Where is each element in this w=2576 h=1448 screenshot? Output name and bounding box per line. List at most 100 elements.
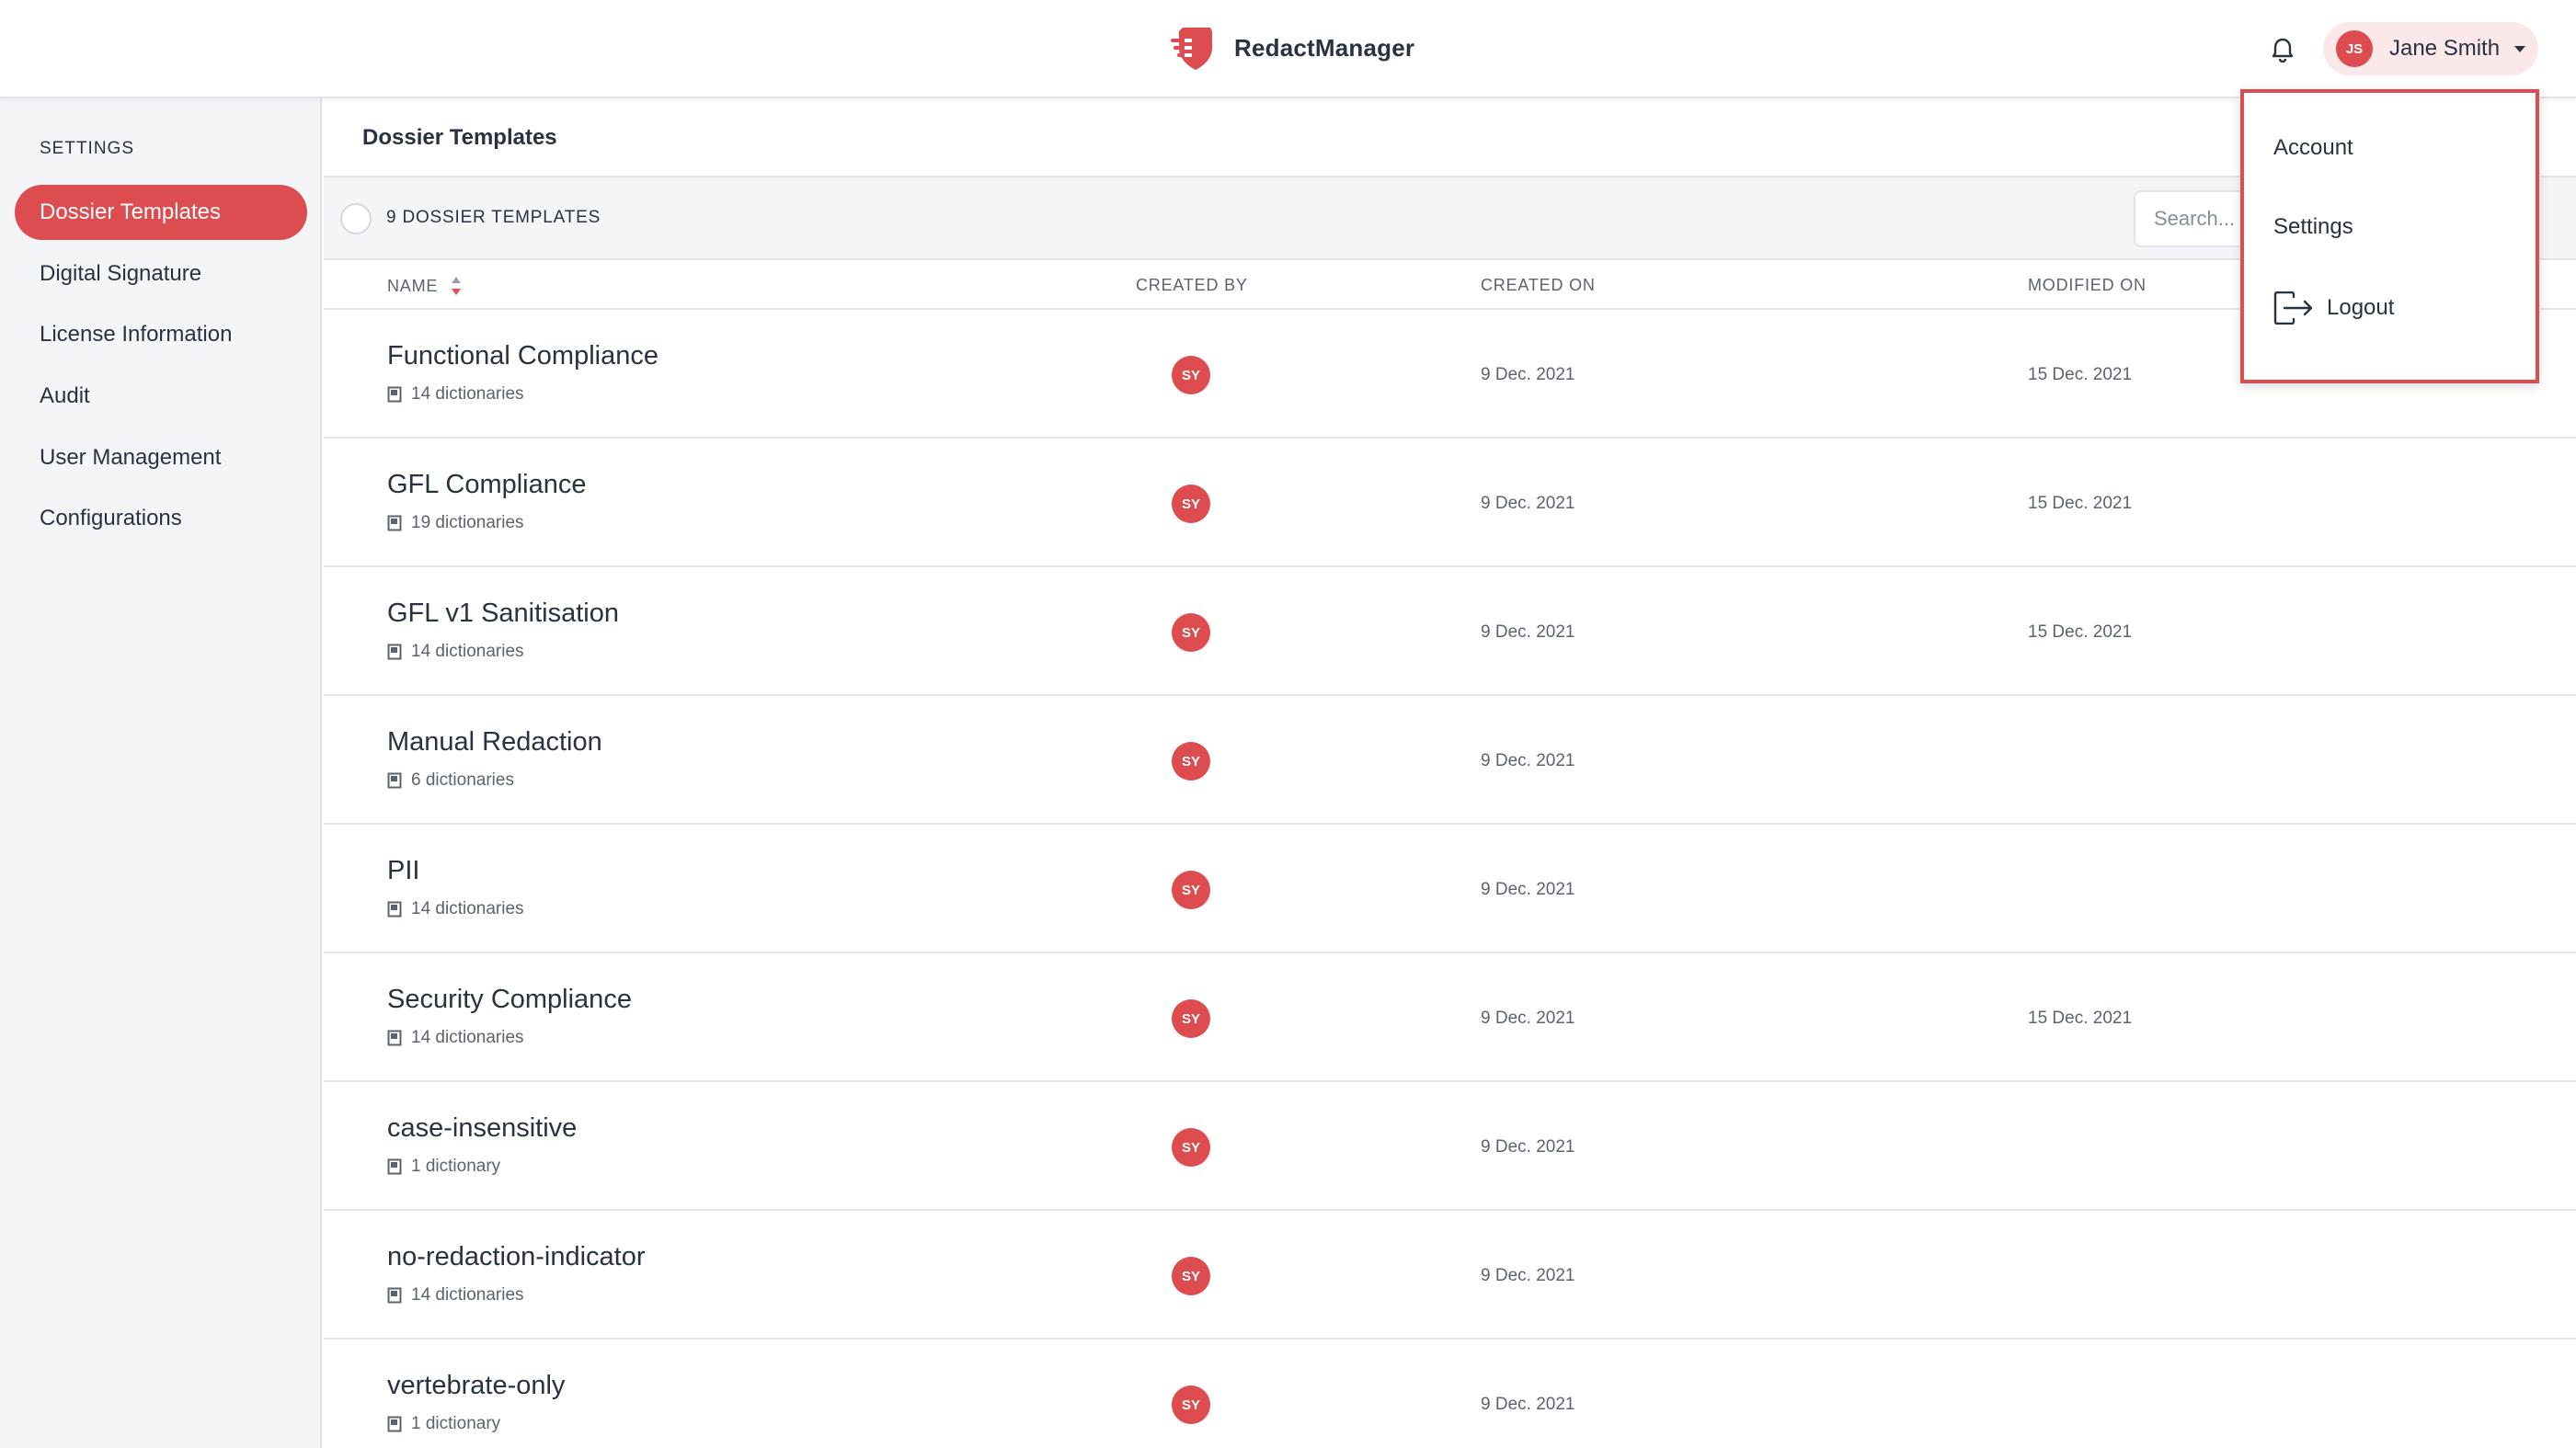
table-row[interactable]: GFL v1 Sanitisation 14 dictionaries SY 9…	[324, 567, 2576, 696]
table-row[interactable]: Functional Compliance 14 dictionaries SY…	[324, 310, 2576, 439]
column-header-created-on[interactable]: CREATED ON	[1481, 276, 1596, 294]
sidebar-item-digital-signature[interactable]: Digital Signature	[40, 261, 202, 286]
modified-on: 15 Dec. 2021	[2028, 494, 2133, 513]
brand[interactable]: RedactManager	[1170, 22, 1414, 74]
menu-item-account[interactable]: Account	[2273, 135, 2353, 160]
created-on: 9 Dec. 2021	[1481, 1395, 1575, 1414]
table-header: NAME CREATED BY CREATED ON MODIFIED ON	[324, 260, 2576, 310]
created-on: 9 Dec. 2021	[1481, 880, 1575, 899]
dictionary-count: 14 dictionaries	[387, 1285, 524, 1305]
sidebar-item-dossier-templates[interactable]: Dossier Templates	[15, 185, 307, 240]
table-row[interactable]: no-redaction-indicator 14 dictionaries S…	[324, 1211, 2576, 1340]
table-row[interactable]: Manual Redaction 6 dictionaries SY 9 Dec…	[324, 696, 2576, 825]
table-row[interactable]: Security Compliance 14 dictionaries SY 9…	[324, 953, 2576, 1082]
modified-on: 15 Dec. 2021	[2028, 365, 2133, 384]
book-icon	[387, 644, 402, 660]
created-on: 9 Dec. 2021	[1481, 494, 1575, 513]
creator-avatar: SY	[1172, 613, 1210, 652]
created-on: 9 Dec. 2021	[1481, 1137, 1575, 1157]
modified-on: 15 Dec. 2021	[2028, 1009, 2133, 1028]
book-icon	[387, 901, 402, 918]
book-icon	[387, 1158, 402, 1175]
column-header-name[interactable]: NAME	[387, 276, 462, 296]
table-row[interactable]: PII 14 dictionaries SY 9 Dec. 2021	[324, 825, 2576, 953]
dictionary-count: 14 dictionaries	[387, 1028, 524, 1048]
book-icon	[387, 1030, 402, 1046]
book-icon	[387, 1287, 402, 1304]
dictionary-count-text: 1 dictionary	[411, 1414, 501, 1433]
table-row[interactable]: vertebrate-only 1 dictionary SY 9 Dec. 2…	[324, 1340, 2576, 1448]
bell-icon	[2272, 38, 2294, 63]
dictionary-count-text: 6 dictionaries	[411, 770, 514, 790]
book-icon	[387, 772, 402, 789]
sidebar-heading: SETTINGS	[40, 139, 135, 158]
creator-avatar: SY	[1172, 871, 1210, 909]
select-all-checkbox[interactable]	[340, 203, 372, 234]
dictionary-count: 1 dictionary	[387, 1157, 500, 1177]
templates-table-body: Functional Compliance 14 dictionaries SY…	[324, 310, 2576, 1448]
notifications-button[interactable]	[2266, 33, 2299, 66]
column-header-modified-on[interactable]: MODIFIED ON	[2028, 276, 2147, 294]
page-title: Dossier Templates	[324, 100, 2576, 177]
dictionary-count: 14 dictionaries	[387, 899, 524, 919]
user-menu-button[interactable]: JS Jane Smith	[2323, 22, 2538, 75]
dictionary-count-text: 14 dictionaries	[411, 1028, 524, 1047]
top-bar: RedactManager JS Jane Smith	[0, 0, 2576, 98]
sidebar-item-user-management[interactable]: User Management	[40, 445, 222, 470]
user-name: Jane Smith	[2389, 36, 2501, 61]
sidebar-item-configurations[interactable]: Configurations	[40, 506, 182, 530]
creator-avatar: SY	[1172, 1128, 1210, 1167]
created-on: 9 Dec. 2021	[1481, 751, 1575, 770]
created-on: 9 Dec. 2021	[1481, 1009, 1575, 1028]
column-header-created-by[interactable]: CREATED BY	[1136, 276, 1248, 294]
template-count: 9 DOSSIER TEMPLATES	[386, 208, 601, 227]
dictionary-count-text: 19 dictionaries	[411, 513, 524, 532]
creator-avatar: SY	[1172, 1257, 1210, 1295]
chevron-down-icon	[2514, 45, 2526, 52]
template-name: case-insensitive	[387, 1113, 578, 1143]
main-content: Dossier Templates 9 DOSSIER TEMPLATES NA…	[324, 100, 2576, 1448]
creator-avatar: SY	[1172, 1385, 1210, 1424]
sidebar-item-license-information[interactable]: License Information	[40, 322, 233, 347]
dictionary-count-text: 14 dictionaries	[411, 642, 524, 661]
book-icon	[387, 386, 402, 403]
creator-avatar: SY	[1172, 485, 1210, 523]
dictionary-count: 6 dictionaries	[387, 770, 514, 791]
template-name: GFL v1 Sanitisation	[387, 599, 619, 628]
dictionary-count-text: 14 dictionaries	[411, 899, 524, 918]
dictionary-count: 1 dictionary	[387, 1414, 500, 1434]
sort-icon	[452, 277, 462, 295]
template-name: PII	[387, 856, 420, 885]
brand-name: RedactManager	[1234, 33, 1415, 62]
logout-icon	[2273, 291, 2313, 325]
table-row[interactable]: GFL Compliance 19 dictionaries SY 9 Dec.…	[324, 439, 2576, 567]
creator-avatar: SY	[1172, 742, 1210, 781]
book-icon	[387, 515, 402, 531]
dictionary-count: 19 dictionaries	[387, 513, 524, 533]
logout-label: Logout	[2327, 295, 2395, 320]
user-dropdown-menu: Account Settings Logout	[2240, 89, 2539, 383]
template-name: Functional Compliance	[387, 341, 658, 371]
created-on: 9 Dec. 2021	[1481, 1266, 1575, 1285]
book-icon	[387, 1416, 402, 1432]
dictionary-count: 14 dictionaries	[387, 642, 524, 662]
menu-item-settings[interactable]: Settings	[2273, 214, 2353, 239]
list-toolbar: 9 DOSSIER TEMPLATES	[324, 177, 2576, 260]
created-on: 9 Dec. 2021	[1481, 622, 1575, 642]
dictionary-count: 14 dictionaries	[387, 384, 524, 405]
user-avatar: JS	[2336, 30, 2373, 67]
template-name: vertebrate-only	[387, 1371, 566, 1400]
template-name: GFL Compliance	[387, 470, 587, 499]
sidebar-item-audit[interactable]: Audit	[40, 383, 90, 408]
menu-item-logout[interactable]: Logout	[2273, 290, 2394, 326]
dictionary-count-text: 1 dictionary	[411, 1157, 501, 1176]
table-row[interactable]: case-insensitive 1 dictionary SY 9 Dec. …	[324, 1082, 2576, 1211]
template-name: Security Compliance	[387, 985, 632, 1014]
dictionary-count-text: 14 dictionaries	[411, 1285, 524, 1305]
modified-on: 15 Dec. 2021	[2028, 622, 2133, 642]
column-name-label: NAME	[387, 276, 439, 295]
template-name: Manual Redaction	[387, 727, 602, 757]
creator-avatar: SY	[1172, 999, 1210, 1038]
template-name: no-redaction-indicator	[387, 1242, 646, 1271]
creator-avatar: SY	[1172, 356, 1210, 394]
